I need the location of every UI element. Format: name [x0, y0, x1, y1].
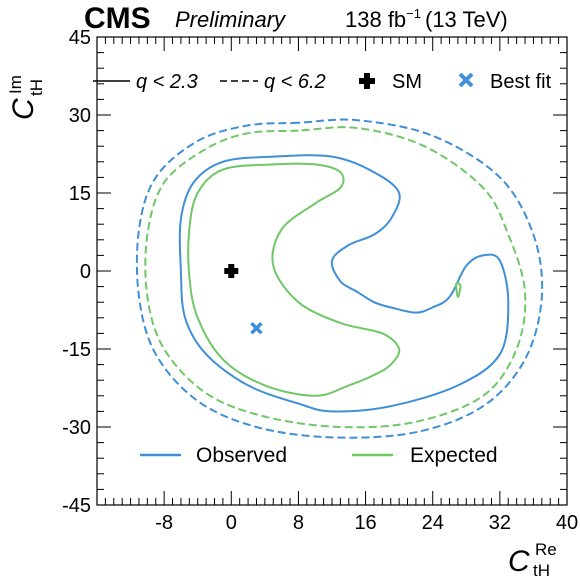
legend-best-fit-marker	[458, 72, 474, 88]
legend-expected-label: Expected	[410, 444, 498, 467]
legend-bottom: Observed Expected	[140, 444, 498, 467]
x-tick-label: 8	[293, 512, 304, 534]
y-tick-label: -45	[62, 495, 91, 517]
markers	[224, 264, 263, 335]
sm-marker-hbar	[224, 268, 239, 274]
y-tick-label: -15	[62, 339, 91, 361]
svg-text:Re: Re	[535, 540, 557, 559]
x-tick-label: 32	[489, 512, 511, 534]
svg-text:tH: tH	[533, 561, 550, 579]
legend-sm-marker	[359, 73, 375, 89]
legend-solid-label: q < 2.3	[136, 71, 198, 93]
x-tick-label: 24	[422, 512, 444, 534]
svg-text:tH: tH	[27, 79, 46, 96]
legend-sm-label: SM	[392, 71, 422, 93]
axis-ticks	[96, 36, 568, 506]
legend-observed-label: Observed	[196, 444, 287, 467]
svg-text:Im: Im	[6, 75, 25, 94]
x-tick-label: 0	[226, 512, 237, 534]
best-fit-marker	[250, 321, 263, 335]
expected-contour-6p2	[144, 126, 527, 429]
svg-text:C: C	[7, 98, 40, 120]
legend-best-fit-label: Best fit	[490, 71, 552, 93]
expected-contour-2p3	[187, 162, 401, 397]
x-tick-label: -8	[155, 512, 173, 534]
y-axis-title: C tH Im	[6, 75, 46, 120]
experiment-label: CMS	[84, 2, 151, 35]
sm-marker	[224, 264, 239, 278]
luminosity-label: 138 fb−1 (13 TeV)	[345, 6, 508, 32]
y-tick-label: -30	[62, 417, 91, 439]
plot-frame	[96, 36, 568, 506]
y-tick-label: 45	[69, 27, 91, 49]
legend-dashed-label: q < 6.2	[264, 71, 326, 93]
contours	[135, 118, 544, 439]
x-tick-label: 40	[556, 512, 578, 534]
y-tick-label: 30	[69, 105, 91, 127]
x-tick-label: 16	[354, 512, 376, 534]
tick-labels: -8 0 8 16 24 32 40 -45 -30 -15 0 15 30 45	[62, 27, 578, 534]
svg-text:C: C	[508, 545, 530, 578]
observed-contour-2p3	[178, 154, 510, 413]
best-fit-stroke	[250, 321, 263, 335]
y-tick-label: 0	[80, 261, 91, 283]
legend-top: q < 2.3 q < 6.2 SM Best fit	[93, 71, 552, 93]
x-axis-title: C tH Re	[508, 540, 557, 579]
observed-contour-6p2	[135, 118, 544, 439]
y-tick-label: 15	[69, 183, 91, 205]
expected-contour-2p3	[455, 282, 462, 299]
status-label: Preliminary	[175, 7, 287, 32]
